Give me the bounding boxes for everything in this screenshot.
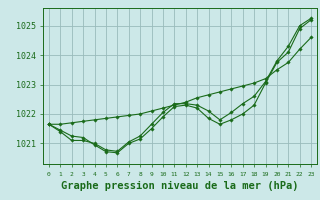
X-axis label: Graphe pression niveau de la mer (hPa): Graphe pression niveau de la mer (hPa): [61, 181, 299, 191]
